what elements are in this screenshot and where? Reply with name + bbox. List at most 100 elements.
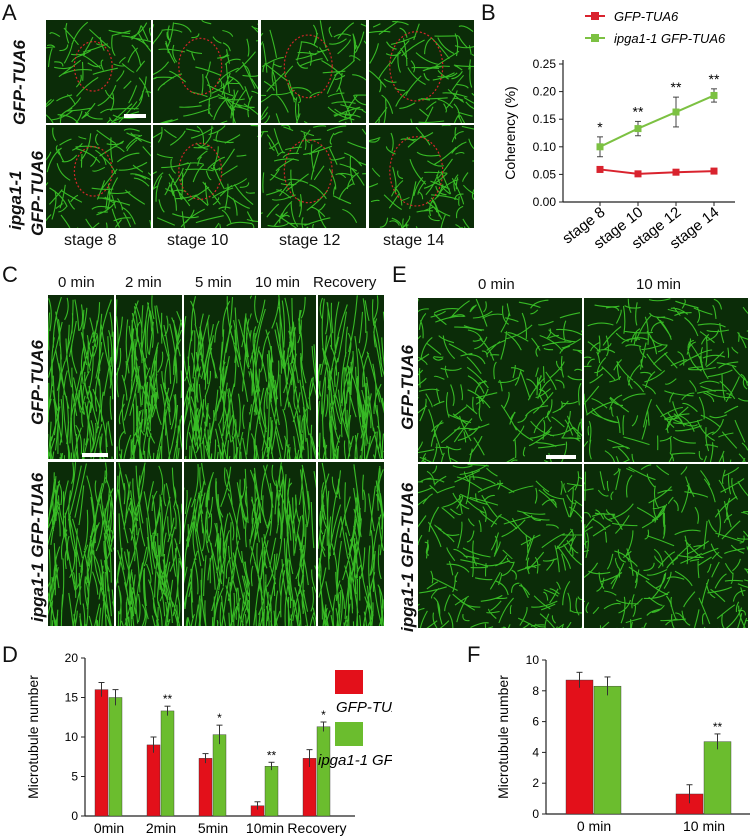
bar-0-1 xyxy=(146,744,161,817)
panel-letter-b: B xyxy=(481,0,496,25)
panel-b-line-chart: GFP-TUA6 ipga1-1 GFP-TUA6 0.00 0.05 0.10 0.15… xyxy=(502,9,735,253)
x-tick-label-2: 5min xyxy=(198,820,228,836)
data-point-1-0 xyxy=(596,143,604,151)
legend-label-1a: ipga1-1 xyxy=(318,752,368,769)
panel-c-col-label-recovery: Recovery xyxy=(313,274,377,291)
micrograph-c-mutant-2min xyxy=(116,462,182,626)
panel-e-col-label-10min: 10 min xyxy=(636,276,682,293)
y-axis-label: Coherency (%) xyxy=(502,86,518,179)
y-tick-label-3: 15 xyxy=(65,691,79,705)
scale-bar xyxy=(82,453,108,457)
micrograph-e-mutant-0min xyxy=(418,464,582,628)
significance-3: ** xyxy=(709,71,720,87)
micrograph-c-wt-0min xyxy=(48,295,114,459)
data-point-0-3 xyxy=(710,167,718,175)
y-tick-label-4: 20 xyxy=(65,651,79,665)
bar-1-0 xyxy=(108,697,123,817)
data-point-1-3 xyxy=(710,91,718,99)
bar-1-3 xyxy=(264,766,279,817)
bar-1-1 xyxy=(160,710,175,817)
cell-outline xyxy=(178,37,223,95)
x-tick-label-0: 0min xyxy=(94,820,124,836)
significance-1: ** xyxy=(633,103,644,119)
micrograph-c-mutant-recovery xyxy=(318,462,384,626)
data-point-1-2 xyxy=(672,108,680,116)
micrograph-c-wt-2min xyxy=(116,295,182,459)
bar-1-1 xyxy=(703,741,732,815)
data-point-1-1 xyxy=(634,125,642,133)
y-tick-label-1: 2 xyxy=(532,776,539,790)
panel-c-col-label-5min: 5 min xyxy=(195,274,232,291)
panel-e-row-label-2: ipga1-1 GFP-TUA6 xyxy=(398,482,417,632)
micrograph-a-wt-stage14 xyxy=(369,20,474,123)
micrograph-c-wt-recovery xyxy=(318,295,384,459)
y-tick-label-0: 0.00 xyxy=(533,195,557,209)
panel-a-col-label-stage10: stage 10 xyxy=(167,232,229,249)
legend-label-0: GFP-TUA6 xyxy=(336,699,392,716)
legend-marker-0 xyxy=(591,12,599,20)
legend-swatch-1 xyxy=(335,722,363,746)
panel-letter-c: C xyxy=(2,262,18,287)
panel-f-bar-chart: 0 2 4 6 8 10 Microtubule number 0 min 10 min ** xyxy=(495,653,750,834)
panel-c-col-label-2min: 2 min xyxy=(125,274,162,291)
significance-1: ** xyxy=(713,720,723,734)
legend-label-1b: GFP-TUA6 xyxy=(372,752,392,769)
significance-0: * xyxy=(597,119,603,135)
x-tick-label-3: 10min xyxy=(246,820,284,836)
panel-letter-e: E xyxy=(392,262,407,287)
bar-1-0 xyxy=(593,685,622,815)
y-tick-label-0: 0 xyxy=(71,809,78,823)
cell-outline xyxy=(283,34,333,99)
panel-a-col-label-stage12: stage 12 xyxy=(279,232,341,249)
bar-0-0 xyxy=(94,689,109,817)
panel-c-col-label-10min: 10 min xyxy=(255,274,301,291)
data-point-0-1 xyxy=(634,170,642,178)
micrograph-c-wt-10min xyxy=(250,295,316,459)
bar-0-2 xyxy=(198,758,213,817)
y-tick-label-4: 8 xyxy=(532,684,539,698)
legend-marker-1 xyxy=(591,34,599,42)
micrograph-c-mutant-0min xyxy=(48,462,114,626)
micrograph-c-mutant-5min xyxy=(184,462,250,626)
cell-outline xyxy=(178,142,223,200)
micrograph-c-mutant-10min xyxy=(250,462,316,626)
significance-3: ** xyxy=(267,748,277,762)
panel-letter-f: F xyxy=(467,642,481,667)
bar-1-4 xyxy=(316,726,331,817)
micrograph-e-wt-10min xyxy=(584,298,748,462)
micrograph-a-wt-stage8 xyxy=(46,20,151,123)
panel-e-row-label-1: GFP-TUA6 xyxy=(398,345,417,430)
panel-e-col-label-0min: 0 min xyxy=(478,276,515,293)
x-tick-label-1: 10 min xyxy=(683,818,725,834)
y-tick-label-2: 10 xyxy=(65,730,79,744)
cell-outline xyxy=(73,41,113,92)
micrograph-c-wt-5min xyxy=(184,295,250,459)
micrograph-a-wt-stage12 xyxy=(261,20,366,123)
panel-letter-a: A xyxy=(2,0,17,25)
y-tick-label-3: 0.15 xyxy=(533,112,557,126)
y-tick-label-2: 0.10 xyxy=(533,140,557,154)
y-tick-label-2: 4 xyxy=(532,745,539,759)
panel-a-row-label-2b: GFP-TUA6 xyxy=(28,151,47,236)
y-tick-label-3: 6 xyxy=(532,715,539,729)
panel-a-row-label-2a: ipga1-1 xyxy=(6,170,25,230)
significance-4: * xyxy=(321,708,326,722)
data-point-0-0 xyxy=(596,165,604,173)
data-point-0-2 xyxy=(672,168,680,176)
y-tick-label-0: 0 xyxy=(532,807,539,821)
micrograph-a-mutant-stage14 xyxy=(369,125,474,228)
y-axis-label: Microtubule number xyxy=(25,675,41,799)
micrograph-a-mutant-stage10 xyxy=(153,125,258,228)
micrograph-a-wt-stage10 xyxy=(153,20,258,123)
scale-bar xyxy=(546,455,576,459)
y-tick-label-5: 0.25 xyxy=(533,57,557,71)
cell-outline xyxy=(73,146,113,197)
micrograph-e-wt-0min xyxy=(418,298,582,462)
series-line-0 xyxy=(599,168,715,175)
panel-letter-d: D xyxy=(2,642,18,667)
panel-a-col-label-stage14: stage 14 xyxy=(383,232,445,249)
series-line-1 xyxy=(599,94,715,148)
cell-outline xyxy=(283,139,333,204)
legend-label-1: ipga1-1 GFP-TUA6 xyxy=(614,31,726,46)
